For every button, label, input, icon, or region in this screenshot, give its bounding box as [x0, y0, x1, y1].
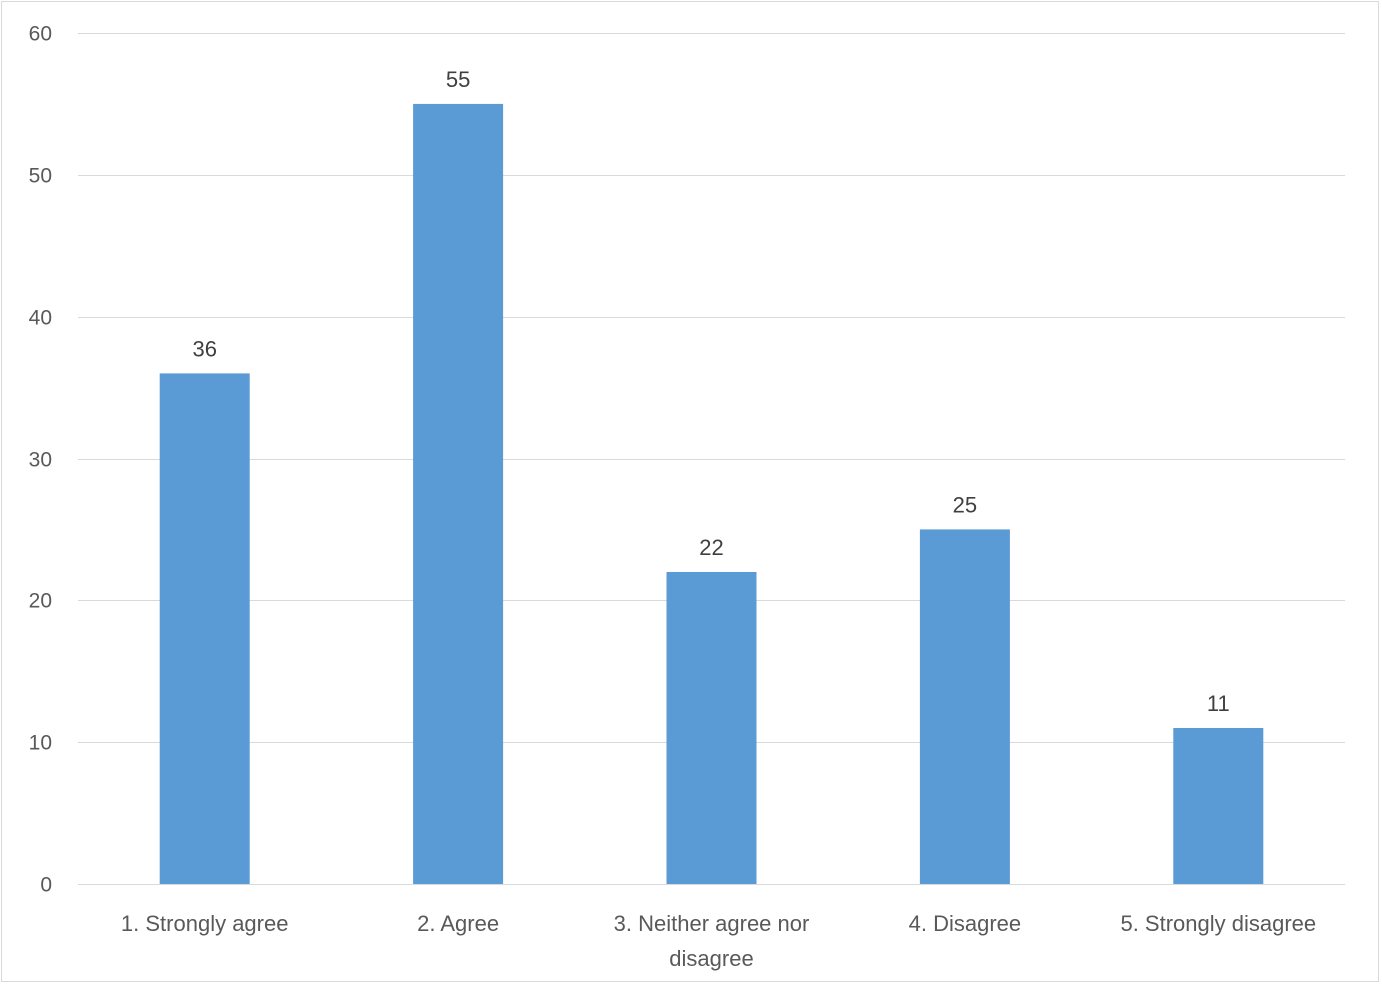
- y-tick-label: 20: [29, 590, 52, 613]
- y-tick-label: 30: [29, 449, 52, 472]
- bar: [1173, 727, 1264, 884]
- y-tick-label: 0: [40, 874, 52, 897]
- data-label: 22: [699, 535, 723, 560]
- x-category-label: 1. Strongly agree: [121, 911, 289, 936]
- y-tick-label: 50: [29, 165, 52, 188]
- data-labels: 36 55 22 25 11: [192, 67, 1229, 716]
- y-axis-tick-labels: 0 10 20 30 40 50 60: [29, 23, 52, 897]
- x-axis-category-labels: 1. Strongly agree 2. Agree 3. Neither agre…: [121, 911, 1316, 971]
- bar: [666, 571, 757, 884]
- bar: [413, 103, 504, 884]
- data-label: 55: [446, 67, 470, 92]
- bar: [919, 529, 1010, 884]
- y-tick-label: 40: [29, 307, 52, 330]
- x-category-label: 5. Strongly disagree: [1120, 911, 1316, 936]
- data-label: 11: [1207, 691, 1230, 716]
- y-tick-label: 60: [29, 23, 52, 46]
- x-category-label: 3. Neither agree nor disagree: [614, 911, 810, 971]
- bar: [159, 373, 250, 884]
- bars: [159, 103, 1264, 884]
- x-category-label: 4. Disagree: [909, 911, 1022, 936]
- y-tick-label: 10: [29, 732, 52, 755]
- data-label: 25: [953, 492, 977, 517]
- x-category-label: 2. Agree: [417, 911, 499, 936]
- data-label: 36: [192, 336, 216, 361]
